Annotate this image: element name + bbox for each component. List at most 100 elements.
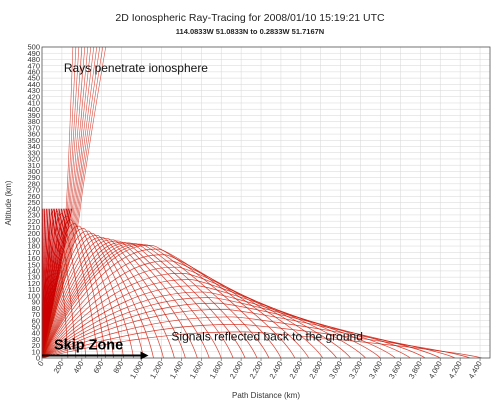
x-tick-label-9: 1,800 xyxy=(208,360,225,381)
y-tick-label-39: 390 xyxy=(27,111,40,120)
reflected-ray-26 xyxy=(42,279,366,358)
y-tick-label-16: 160 xyxy=(27,254,40,263)
y-tick-label-21: 210 xyxy=(27,223,40,232)
y-tick-label-47: 470 xyxy=(27,61,40,70)
y-tick-label-43: 430 xyxy=(27,86,40,95)
penetrating-ray-8 xyxy=(42,47,98,358)
reflected-ray-34 xyxy=(42,331,483,358)
y-tick-label-45: 450 xyxy=(27,74,40,83)
chart-subtitle: 114.0833W 51.0833N to 0.2833W 51.7167N xyxy=(176,27,324,36)
y-tick-label-46: 460 xyxy=(27,67,40,76)
reflected-ray-33 xyxy=(42,324,471,358)
y-tick-label-20: 200 xyxy=(27,229,40,238)
y-tick-label-44: 440 xyxy=(27,80,40,89)
y-tick-label-13: 130 xyxy=(27,273,40,282)
x-tick-label-18: 3,600 xyxy=(387,360,404,381)
y-tick-label-49: 490 xyxy=(27,49,40,58)
y-tick-label-37: 370 xyxy=(27,123,40,132)
penetrating-ray-5 xyxy=(42,47,89,358)
y-tick-label-8: 80 xyxy=(32,304,40,313)
grid xyxy=(41,46,490,359)
reflected-ray-14 xyxy=(42,240,210,358)
y-tick-label-7: 70 xyxy=(32,310,40,319)
penetrating-ray-10 xyxy=(42,47,104,358)
y-tick-label-31: 310 xyxy=(27,161,40,170)
x-tick-label-2: 400 xyxy=(72,360,86,375)
chart-title: 2D Ionospheric Ray-Tracing for 2008/01/1… xyxy=(115,12,385,24)
y-axis-label: Altitude (km) xyxy=(4,180,13,225)
x-tick-label-22: 4,400 xyxy=(467,360,484,381)
x-tick-label-6: 1,200 xyxy=(148,360,165,381)
plot-border xyxy=(41,46,491,359)
reflected-ray-11 xyxy=(42,236,175,358)
y-tick-label-10: 100 xyxy=(27,291,40,300)
x-tick-label-13: 2,600 xyxy=(287,360,304,381)
x-tick-label-20: 4,000 xyxy=(427,360,444,381)
x-tick-label-17: 3,400 xyxy=(367,360,384,381)
x-tick-label-0: 0 xyxy=(36,360,46,368)
x-tick-label-8: 1,600 xyxy=(188,360,205,381)
y-tick-label-34: 340 xyxy=(27,142,40,151)
annotation-skip-zone: Skip Zone xyxy=(54,337,123,353)
y-axis-ticks: 0102030405060708090100110120130140150160… xyxy=(27,43,40,363)
x-tick-label-11: 2,200 xyxy=(248,360,265,381)
reflected-ray-17 xyxy=(42,243,246,358)
reflected-ray-7 xyxy=(42,228,134,358)
y-tick-label-6: 60 xyxy=(32,316,40,325)
reflected-ray-10 xyxy=(42,235,164,358)
x-tick-label-16: 3,200 xyxy=(347,360,364,381)
x-tick-label-4: 800 xyxy=(111,360,125,375)
penetrating-ray-7 xyxy=(42,47,95,358)
penetrating-ray-11 xyxy=(42,47,107,358)
x-tick-label-7: 1,400 xyxy=(168,360,185,381)
y-tick-label-12: 120 xyxy=(27,279,40,288)
reflected-ray-12 xyxy=(42,238,186,358)
x-tick-label-3: 600 xyxy=(91,360,105,375)
annotation-reflected: Signals reflected back to the ground xyxy=(171,330,362,344)
y-tick-label-40: 400 xyxy=(27,105,40,114)
y-tick-label-48: 480 xyxy=(27,55,40,64)
x-axis-label: Path Distance (km) xyxy=(232,391,300,400)
y-tick-label-36: 360 xyxy=(27,130,40,139)
y-tick-label-25: 250 xyxy=(27,198,40,207)
y-tick-label-19: 190 xyxy=(27,235,40,244)
y-tick-label-11: 110 xyxy=(28,285,40,294)
y-tick-label-22: 220 xyxy=(27,217,40,226)
x-tick-label-1: 200 xyxy=(52,360,66,375)
reflected-ray-23 xyxy=(42,260,324,358)
y-tick-label-41: 410 xyxy=(27,99,40,108)
y-tick-label-14: 140 xyxy=(27,267,40,276)
y-tick-label-33: 330 xyxy=(27,148,40,157)
x-tick-label-19: 3,800 xyxy=(407,360,424,381)
reflected-ray-22 xyxy=(42,254,310,358)
y-tick-label-17: 170 xyxy=(27,248,40,257)
reflected-ray-16 xyxy=(42,242,234,358)
y-tick-label-9: 90 xyxy=(32,298,40,307)
y-tick-label-24: 240 xyxy=(27,204,40,213)
reflected-ray-21 xyxy=(42,248,296,358)
y-tick-label-29: 290 xyxy=(27,173,40,182)
y-tick-label-2: 20 xyxy=(32,341,40,350)
y-tick-label-32: 320 xyxy=(27,155,40,164)
fan-ray-17 xyxy=(42,208,73,358)
y-tick-label-42: 420 xyxy=(27,92,40,101)
reflected-ray-32 xyxy=(42,316,456,358)
x-tick-label-5: 1,000 xyxy=(128,360,145,381)
x-tick-label-14: 2,800 xyxy=(307,360,324,381)
y-tick-label-27: 270 xyxy=(27,186,40,195)
x-tick-label-21: 4,200 xyxy=(447,360,464,381)
reflected-ray-8 xyxy=(42,230,144,358)
rays xyxy=(42,47,483,358)
y-tick-label-5: 50 xyxy=(32,323,40,332)
y-tick-label-4: 40 xyxy=(32,329,40,338)
y-tick-label-35: 350 xyxy=(27,136,40,145)
y-tick-label-1: 10 xyxy=(32,347,40,356)
x-axis-ticks: 0 200 400 600 800 1,000 1,200 1,400 1,600 1,800 2,… xyxy=(36,358,484,380)
y-tick-label-0: 0 xyxy=(36,354,40,363)
reflected-ray-15 xyxy=(42,241,222,358)
reflected-ray-9 xyxy=(42,233,154,358)
y-tick-label-26: 260 xyxy=(27,192,40,201)
reflected-ray-28 xyxy=(42,291,396,358)
y-tick-label-23: 230 xyxy=(27,211,40,220)
